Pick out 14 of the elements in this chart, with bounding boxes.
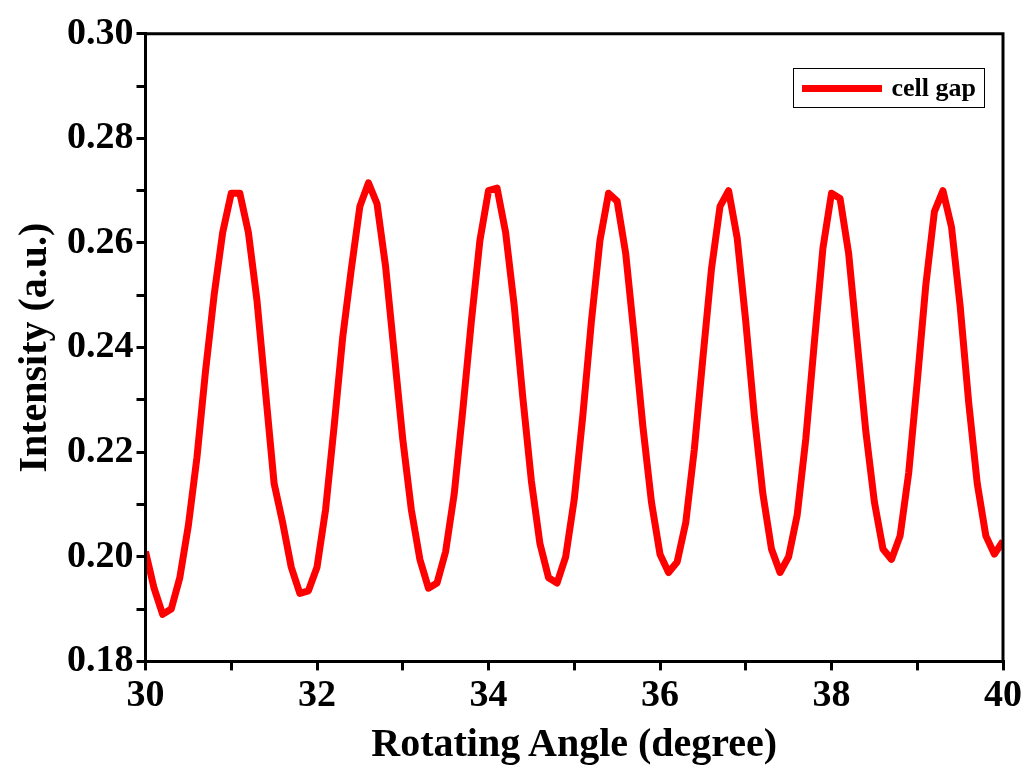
x-tick-label: 32 [298,672,336,715]
y-tick-label: 0.26 [67,218,134,261]
y-tick-label: 0.24 [67,323,134,366]
x-tick-label: 36 [641,672,679,715]
legend-label: cell gap [891,73,976,103]
x-tick-label: 40 [984,672,1022,715]
y-tick-label: 0.20 [67,532,134,575]
y-tick-label: 0.28 [67,114,134,157]
x-tick-label: 34 [469,672,508,715]
x-axis-title: Rotating Angle (degree) [371,720,778,766]
y-tick-label: 0.30 [67,9,134,52]
y-tick-label: 0.22 [67,428,134,471]
y-axis-title: Intensity (a.u.) [10,222,56,473]
x-tick-label: 38 [812,672,851,715]
